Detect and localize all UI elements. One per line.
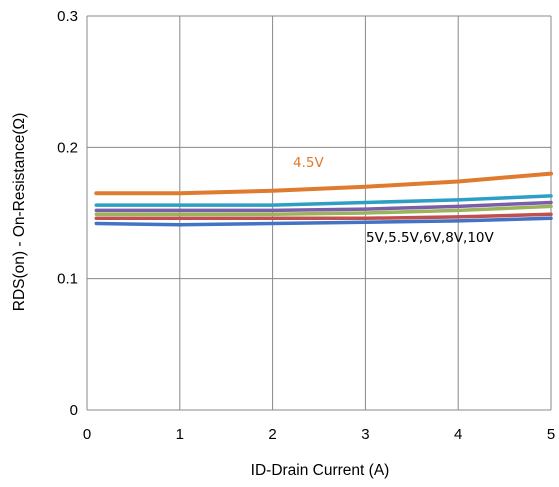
series-line <box>94 171 553 196</box>
series-line <box>94 216 553 227</box>
tick-labels: 0 1 2 3 4 5 0 0.1 0.2 0.3 <box>57 8 555 443</box>
x-axis-title: ID-Drain Current (A) <box>251 462 390 479</box>
y-tick-label: 0.1 <box>57 271 78 288</box>
y-tick-label: 0.3 <box>57 8 78 25</box>
annotation-5v-to-10v: 5V,5.5V,6V,8V,10V <box>366 230 495 246</box>
series-line <box>94 204 553 217</box>
series-line <box>94 194 553 207</box>
x-tick-label: 5 <box>547 426 555 443</box>
x-tick-label: 3 <box>361 426 369 443</box>
y-axis-title: RDS(on) - On-Resistance(Ω) <box>11 113 28 312</box>
x-tick-label: 2 <box>268 426 276 443</box>
series-lines <box>94 171 553 227</box>
x-tick-label: 0 <box>83 426 91 443</box>
x-tick-label: 4 <box>454 426 462 443</box>
y-tick-label: 0.2 <box>57 139 78 156</box>
annotation-4-5v: 4.5V <box>293 155 324 171</box>
series-line <box>94 212 553 221</box>
series-line <box>94 200 553 213</box>
x-tick-label: 1 <box>176 426 184 443</box>
y-tick-label: 0 <box>70 402 78 419</box>
